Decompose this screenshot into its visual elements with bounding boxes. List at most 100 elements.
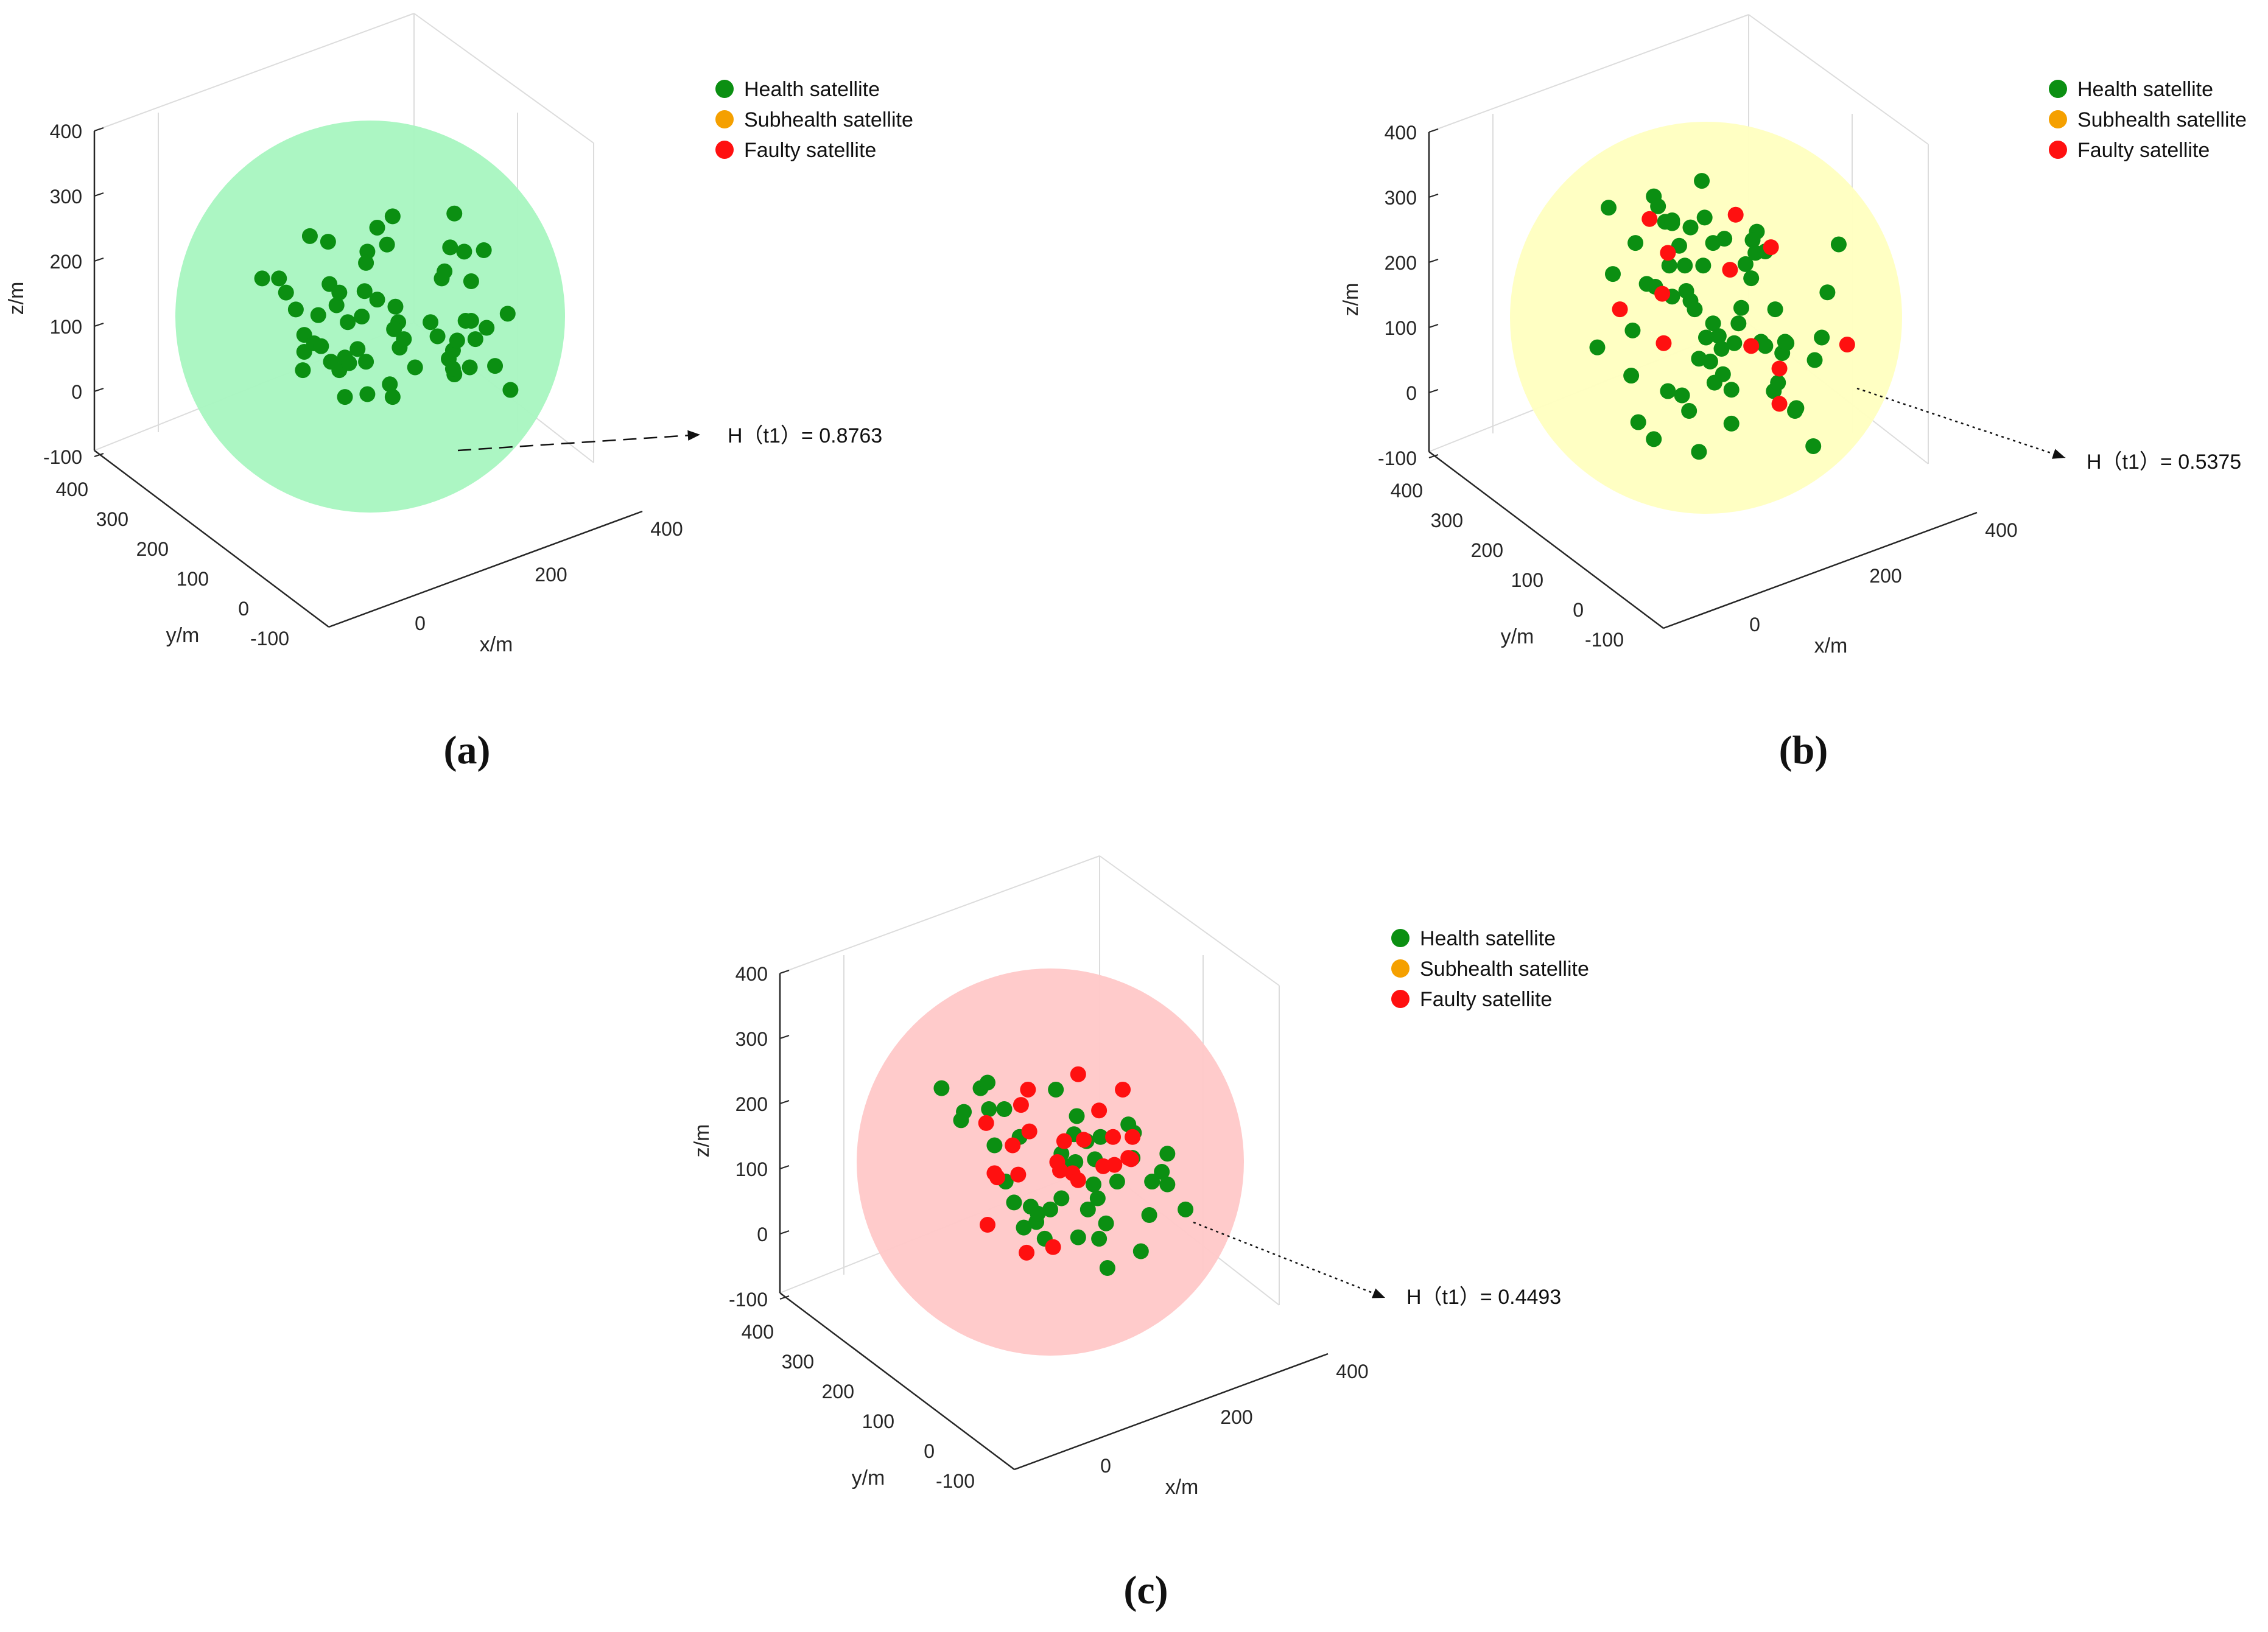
satellite-point	[1020, 1081, 1036, 1098]
satellite-point	[384, 208, 401, 225]
satellite-point	[1091, 1102, 1108, 1119]
y-tick-label: -100	[936, 1470, 975, 1492]
y-tick-label: 400	[742, 1321, 774, 1343]
arrow-shaft	[1856, 387, 2066, 459]
satellite-point	[429, 328, 446, 345]
legend-label-2: Faulty satellite	[2077, 139, 2210, 162]
satellite-point	[979, 1217, 995, 1233]
y-axis-line	[779, 1292, 1015, 1470]
arrow-head	[1372, 1288, 1385, 1298]
z-tick	[779, 1230, 790, 1235]
legend-label-1: Subhealth satellite	[1420, 958, 1589, 981]
z-tick-label: 400	[736, 963, 768, 985]
satellite-point	[1042, 1201, 1058, 1217]
satellite-point	[1604, 266, 1621, 282]
satellite-point	[1710, 328, 1727, 345]
z-tick	[779, 970, 790, 974]
satellite-point	[369, 292, 385, 308]
satellite-point	[1641, 211, 1658, 227]
x-axis-line	[1014, 1353, 1329, 1471]
satellite-point	[1630, 414, 1646, 430]
satellite-point	[996, 1101, 1013, 1117]
y-axis-label: y/m	[852, 1466, 885, 1490]
satellite-point	[1075, 1132, 1092, 1148]
legend-label-1: Subhealth satellite	[744, 108, 913, 131]
y-axis-label: y/m	[1501, 625, 1534, 648]
x-tick-label: 200	[1220, 1406, 1252, 1428]
z-tick-label: 300	[1385, 187, 1417, 209]
satellite-point	[1069, 1108, 1085, 1124]
satellite-point	[1623, 368, 1640, 384]
satellite-point	[1671, 237, 1687, 254]
legend-marker-2	[2049, 141, 2067, 159]
y-tick-label: 0	[1573, 599, 1584, 621]
z-axis-label: z/m	[690, 1124, 714, 1158]
satellite-point	[387, 298, 404, 315]
satellite-point	[1722, 262, 1738, 278]
y-tick-label: 300	[1431, 510, 1463, 531]
y-tick-label: 100	[862, 1410, 894, 1432]
satellite-point	[386, 321, 402, 337]
satellite-point	[462, 359, 478, 376]
z-tick-label: 300	[50, 186, 82, 208]
satellite-point	[356, 283, 373, 299]
arrow-head	[687, 430, 700, 441]
z-tick-label: 0	[71, 381, 82, 403]
satellite-point	[271, 270, 287, 287]
satellite-point	[476, 242, 492, 259]
satellite-point	[310, 307, 326, 323]
y-tick-label: 200	[136, 538, 169, 560]
arrow-head	[2052, 449, 2065, 459]
satellite-point	[437, 263, 453, 279]
legend-marker-0	[1391, 929, 1410, 947]
satellite-point	[1694, 173, 1710, 189]
satellite-point	[1106, 1157, 1123, 1173]
satellite-point	[1743, 270, 1760, 287]
satellite-point	[1654, 285, 1671, 302]
x-axis-label: x/m	[480, 633, 513, 656]
satellite-point	[382, 376, 398, 393]
z-tick	[94, 127, 104, 131]
legend-marker-1	[2049, 110, 2067, 128]
satellite-point	[354, 309, 370, 324]
satellite-point	[1178, 1201, 1194, 1217]
satellite-point	[1115, 1081, 1131, 1098]
x-axis-label: x/m	[1165, 1476, 1199, 1499]
satellite-point	[1744, 232, 1761, 248]
z-axis-label: z/m	[1339, 283, 1363, 317]
x-tick-label: 0	[1100, 1455, 1111, 1477]
satellite-point	[989, 1169, 1005, 1186]
legend-marker-2	[715, 141, 734, 159]
satellite-point	[1839, 337, 1855, 353]
x-axis-line	[1663, 511, 1978, 629]
z-tick	[94, 323, 104, 327]
z-tick-label: -100	[43, 446, 82, 468]
z-tick-label: 100	[1385, 317, 1417, 339]
satellite-point	[1715, 366, 1731, 382]
satellite-point	[1655, 335, 1672, 351]
satellite-point	[1056, 1133, 1072, 1149]
grid-line	[1099, 855, 1280, 986]
legend-label-0: Health satellite	[2077, 78, 2213, 101]
z-tick	[1428, 454, 1439, 458]
satellite-point	[981, 1101, 997, 1117]
satellite-point	[479, 320, 495, 336]
legend-marker-2	[1391, 990, 1410, 1008]
y-tick-label: 400	[56, 478, 88, 500]
x-tick-label: 0	[415, 612, 426, 634]
satellite-point	[1770, 374, 1786, 391]
satellite-point	[359, 386, 376, 402]
series-2	[1612, 206, 1855, 412]
satellite-point	[1105, 1129, 1122, 1145]
satellite-point	[320, 234, 336, 250]
satellite-point	[467, 331, 483, 348]
caption-c: (c)	[1123, 1568, 1168, 1613]
satellite-point	[1099, 1260, 1115, 1277]
satellite-point	[407, 359, 423, 376]
chart-b-svg: 4003002001000-100z/m4003002001000-100y/m…	[1339, 14, 2247, 657]
sphere-volume	[1510, 122, 1902, 514]
legend-marker-1	[1391, 959, 1410, 978]
z-tick	[94, 388, 104, 392]
legend-label-2: Faulty satellite	[744, 139, 876, 162]
